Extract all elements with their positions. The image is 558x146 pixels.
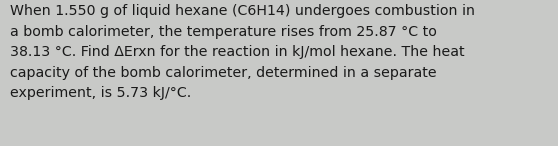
Text: When 1.550 g of liquid hexane (C6H14) undergoes combustion in
a bomb calorimeter: When 1.550 g of liquid hexane (C6H14) un…: [10, 4, 475, 100]
